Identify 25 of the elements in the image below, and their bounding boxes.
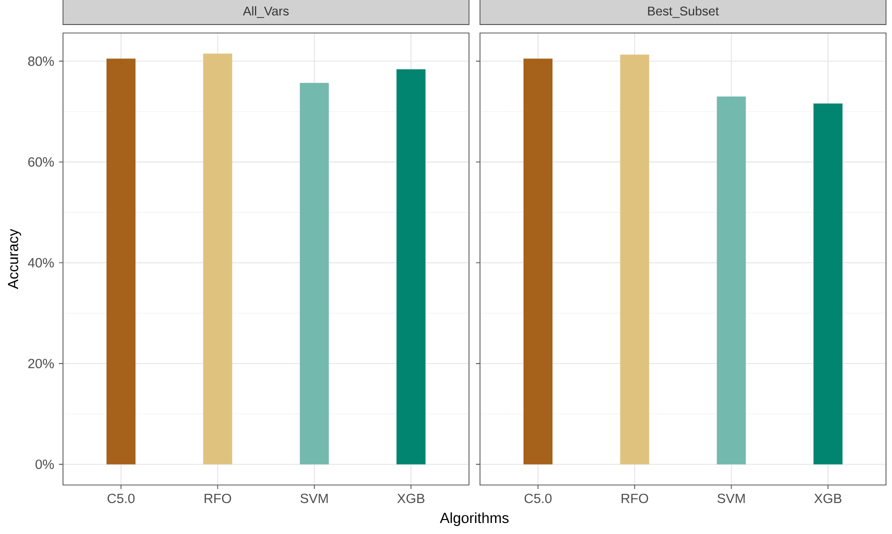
bar xyxy=(716,96,746,464)
x-tick-label: SVM xyxy=(300,494,328,504)
bar xyxy=(396,69,426,464)
y-tick-label: 40% xyxy=(28,258,54,268)
chart-title: All_Vars xyxy=(242,6,289,18)
bar xyxy=(813,104,842,464)
y-tick-label: 80% xyxy=(28,56,54,66)
x-tick-label: RFO xyxy=(204,494,232,504)
y-tick-label: 60% xyxy=(28,157,54,167)
x-axis-title: Algorithms xyxy=(440,512,509,526)
y-axis-title: Accuracy xyxy=(8,228,22,290)
x-tick-label: SVM xyxy=(717,494,745,504)
x-tick-label: XGB xyxy=(814,494,842,504)
bar xyxy=(620,54,650,464)
y-tick-label: 20% xyxy=(28,358,54,368)
bar xyxy=(300,82,329,464)
bar xyxy=(203,54,232,464)
x-tick-label: C5.0 xyxy=(108,494,135,504)
bar xyxy=(524,58,553,464)
x-tick-label: RFO xyxy=(622,494,648,504)
x-tick-label: XGB xyxy=(397,494,424,504)
chart-title: Best_Subset xyxy=(648,6,719,18)
x-tick-label: C5.0 xyxy=(524,494,552,504)
bar xyxy=(106,58,136,464)
y-tick-label: 0% xyxy=(36,460,54,470)
